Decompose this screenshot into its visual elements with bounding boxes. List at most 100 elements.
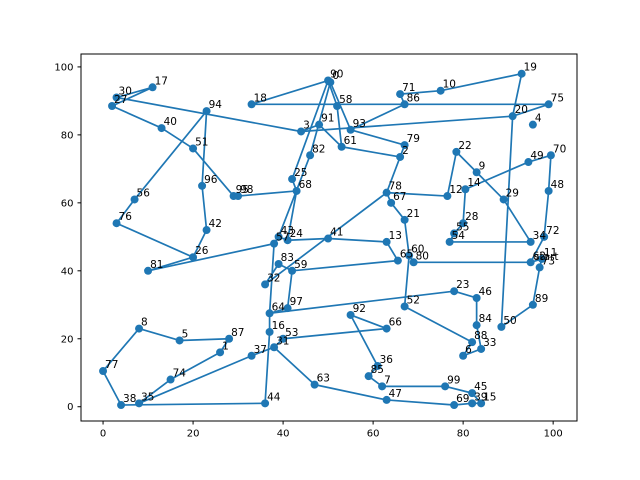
city-label: 61 xyxy=(344,135,357,147)
city-node xyxy=(157,124,166,133)
tour-edge xyxy=(439,72,523,92)
city-node xyxy=(468,338,477,347)
tour-edge xyxy=(511,72,523,118)
city-node xyxy=(247,100,256,109)
city-label: 10 xyxy=(443,79,456,91)
city-label: 37 xyxy=(254,344,267,356)
city-node xyxy=(468,399,477,408)
city-node xyxy=(265,327,274,336)
tour-edge xyxy=(286,237,329,242)
city-label: 35 xyxy=(141,391,154,403)
city-node xyxy=(526,237,535,246)
x-axis-tick-label: 20 xyxy=(187,429,200,440)
tour-edge xyxy=(455,151,478,174)
city-node xyxy=(270,343,279,352)
city-label: 33 xyxy=(483,337,496,349)
tour-edge xyxy=(464,161,530,191)
city-node xyxy=(400,100,409,109)
city-node xyxy=(396,90,405,99)
y-axis-tick-label: 60 xyxy=(61,198,74,209)
city-label: 30 xyxy=(119,85,132,97)
city-label: 17 xyxy=(155,75,168,87)
tour-edge xyxy=(115,96,302,133)
city-node xyxy=(333,101,342,110)
city-node xyxy=(261,280,270,289)
x-axis-tick-label: 80 xyxy=(457,429,470,440)
city-label: 98 xyxy=(240,184,253,196)
city-node xyxy=(144,266,153,275)
city-node xyxy=(450,287,459,296)
city-node xyxy=(279,334,288,343)
tour-edge xyxy=(403,254,410,308)
city-label: 5 xyxy=(182,328,189,340)
city-label: 71 xyxy=(402,82,415,94)
city-node xyxy=(445,237,454,246)
city-node xyxy=(310,380,319,389)
city-node xyxy=(189,253,198,262)
city-node xyxy=(288,266,297,275)
city-node xyxy=(225,334,234,343)
city-node xyxy=(546,151,555,160)
city-label: 11 xyxy=(544,247,557,259)
city-node xyxy=(175,336,184,345)
city-label: 46 xyxy=(479,286,493,298)
city-node xyxy=(382,395,391,404)
city-label: 1 xyxy=(222,340,229,352)
city-node xyxy=(216,348,225,357)
tour-edge xyxy=(403,305,473,344)
city-node xyxy=(166,375,175,384)
city-label: 36 xyxy=(380,354,394,366)
start-annotation: start xyxy=(534,251,558,263)
city-label: 39 xyxy=(474,391,487,403)
tour-edge xyxy=(349,314,388,330)
city-label: 87 xyxy=(231,327,244,339)
tour-edge xyxy=(543,190,550,238)
city-label: 26 xyxy=(195,245,209,257)
city-node xyxy=(364,372,373,381)
city-node xyxy=(441,382,450,391)
city-label: 20 xyxy=(515,104,528,116)
city-node xyxy=(247,351,256,360)
city-label: 59 xyxy=(294,259,307,271)
city-node xyxy=(400,302,409,311)
city-node xyxy=(524,158,533,167)
city-node xyxy=(387,198,396,207)
city-label: 57 xyxy=(276,232,289,244)
tour-edge xyxy=(250,346,275,357)
tour-edge xyxy=(192,229,208,259)
city-node xyxy=(452,147,461,156)
city-node xyxy=(497,322,506,331)
city-label: 43 xyxy=(281,225,294,237)
city-node xyxy=(472,293,481,302)
city-node xyxy=(135,324,144,333)
tour-edge xyxy=(385,399,455,406)
city-label: 42 xyxy=(209,218,222,230)
city-node xyxy=(461,185,470,194)
city-label: 25 xyxy=(294,167,307,179)
city-label: 76 xyxy=(119,211,133,223)
city-label: 50 xyxy=(503,315,516,327)
city-label: 62 xyxy=(533,250,546,262)
tour-edge xyxy=(102,327,140,372)
tour-edge xyxy=(529,235,545,264)
tour-edge xyxy=(277,154,311,238)
city-node xyxy=(537,254,546,263)
tour-edge xyxy=(115,198,136,225)
city-label: 40 xyxy=(164,116,177,128)
city-label: 83 xyxy=(281,252,294,264)
city-label: 86 xyxy=(407,92,421,104)
city-node xyxy=(297,127,306,136)
city-label: 80 xyxy=(416,250,429,262)
tour-edge xyxy=(349,314,379,367)
city-node xyxy=(108,101,117,110)
city-node xyxy=(337,142,346,151)
city-label: 89 xyxy=(535,293,548,305)
city-label: 29 xyxy=(506,187,519,199)
city-node xyxy=(544,100,553,109)
city-label: 81 xyxy=(150,259,163,271)
city-node xyxy=(528,120,537,129)
city-node xyxy=(324,234,333,243)
city-label: 85 xyxy=(371,364,384,376)
city-node xyxy=(459,219,468,228)
y-axis-tick-label: 0 xyxy=(67,402,73,413)
